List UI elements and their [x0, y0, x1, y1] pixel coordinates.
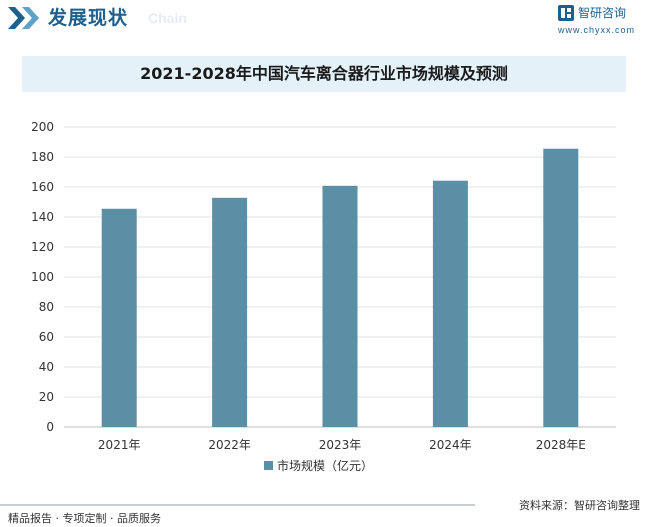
y-tick-label: 60 [39, 330, 54, 344]
brand-url: www.chyxx.com [558, 25, 636, 35]
bar [543, 148, 579, 427]
section-title: 发展现状 [48, 7, 129, 29]
chart-title-band: 2021-2028年中国汽车离合器行业市场规模及预测 [22, 56, 626, 92]
bar [101, 208, 137, 427]
x-tick-label: 2021年 [98, 438, 141, 452]
y-tick-label: 140 [31, 210, 54, 224]
bar [322, 185, 358, 427]
y-tick-label: 160 [31, 180, 54, 194]
x-tick-label: 2028年E [536, 438, 586, 452]
footer-source: 资料来源：智研咨询整理 [519, 499, 640, 512]
x-tick-label: 2023年 [319, 438, 362, 452]
y-tick-label: 100 [31, 270, 54, 284]
legend-label: 市场规模（亿元） [277, 458, 373, 473]
brand-name: 智研咨询 [578, 6, 627, 20]
brand-logo-block: 智研咨询 www.chyxx.com [558, 3, 642, 37]
y-tick-label: 0 [46, 420, 54, 434]
footer-divider [0, 504, 475, 506]
y-tick-label: 120 [31, 240, 54, 254]
double-chevron-icon [8, 7, 39, 29]
y-tick-label: 20 [39, 390, 54, 404]
y-tick-label: 80 [39, 300, 54, 314]
legend-swatch [264, 461, 273, 470]
y-tick-label: 180 [31, 150, 54, 164]
section-subtitle: Chain [148, 10, 187, 26]
footer-slogan: 精品报告 · 专项定制 · 品质服务 [8, 512, 161, 525]
brand-logo-icon [558, 5, 574, 21]
chart-title: 2021-2028年中国汽车离合器行业市场规模及预测 [140, 64, 508, 83]
x-tick-label: 2024年 [429, 438, 472, 452]
x-tick-label: 2022年 [208, 438, 251, 452]
bar [432, 180, 468, 427]
page-header: 发展现状 Chain 智研咨询 www.chyxx.com [0, 0, 648, 40]
y-tick-label: 40 [39, 360, 54, 374]
bar [212, 197, 248, 427]
y-tick-label: 200 [31, 120, 54, 134]
